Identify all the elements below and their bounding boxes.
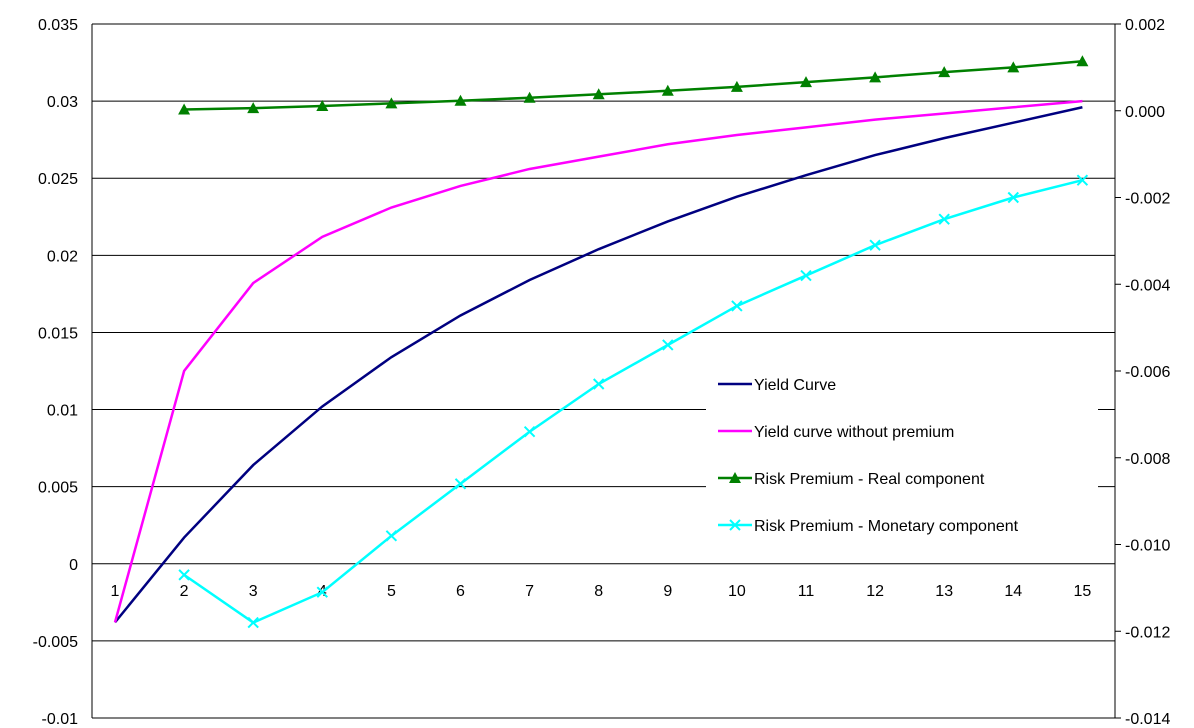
- x-tick-label: 2: [180, 583, 189, 600]
- data-point: [731, 300, 743, 312]
- grid: [92, 23, 1115, 719]
- series-1: [113, 99, 1083, 623]
- x-tick-label: 13: [935, 583, 953, 600]
- data-point: [938, 66, 951, 78]
- y-left-tick-label: 0.02: [47, 248, 78, 265]
- y-left-tick-label: 0: [69, 557, 78, 574]
- data-point: [385, 97, 398, 109]
- x-tick-label: 9: [663, 583, 672, 600]
- series-group: [113, 55, 1089, 629]
- series-line: [183, 178, 1083, 625]
- data-point: [800, 76, 812, 88]
- data-point: [938, 213, 950, 225]
- x-tick-label: 11: [798, 583, 815, 600]
- legend: Yield Curve Yield curve without premium Ri…: [706, 362, 1098, 557]
- y-left-tick-label: 0.03: [47, 94, 78, 111]
- y-left-tick-label: 0.005: [38, 480, 78, 497]
- x-tick-label: 6: [456, 583, 465, 600]
- data-point: [1007, 191, 1020, 204]
- legend-label: Risk Premium - Monetary component: [754, 518, 1019, 535]
- legend-label: Yield Curve: [754, 377, 836, 394]
- data-point: [730, 80, 743, 92]
- y-right-tick-label: 0.000: [1125, 104, 1165, 121]
- y-right-tick-label: -0.014: [1125, 711, 1170, 728]
- y-left-tick-label: 0.025: [38, 171, 78, 188]
- series-2: [178, 55, 1089, 115]
- y-right-tick-label: -0.002: [1125, 191, 1170, 208]
- y-left-tick-label: -0.01: [42, 711, 79, 728]
- data-point: [523, 426, 536, 438]
- y-left-tick-label: 0.01: [47, 403, 78, 420]
- series-line: [114, 106, 1083, 624]
- data-point: [869, 71, 882, 83]
- data-point: [454, 478, 467, 490]
- data-point: [592, 88, 605, 100]
- data-point: [247, 102, 260, 114]
- x-tick-label: 8: [594, 583, 603, 600]
- y-left-tick-label: 0.015: [38, 325, 78, 342]
- data-point: [869, 239, 881, 251]
- tick-labels: 0.035 0.03 0.025 0.02 0.015 0.01 0.005 0 -0.005 -…: [33, 17, 1171, 728]
- legend-marker: [729, 519, 741, 531]
- y-right-tick-label: -0.006: [1125, 364, 1170, 381]
- data-point: [385, 530, 398, 542]
- y-right-tick-label: -0.012: [1125, 624, 1170, 641]
- legend-label: Risk Premium - Real component: [754, 471, 985, 488]
- data-point: [454, 94, 467, 106]
- legend-label: Yield curve without premium: [754, 424, 954, 441]
- data-point: [1076, 174, 1089, 186]
- series-line: [184, 60, 1083, 111]
- data-point: [523, 91, 536, 103]
- x-tick-label: 7: [525, 583, 534, 600]
- x-tick-label: 15: [1074, 583, 1092, 600]
- legend-background: [706, 362, 1098, 557]
- data-point: [178, 569, 190, 581]
- x-tick-label: 1: [111, 583, 120, 600]
- data-point: [592, 378, 605, 390]
- series-3: [178, 174, 1089, 629]
- y-left-tick-label: -0.005: [33, 634, 78, 651]
- data-point: [661, 84, 674, 96]
- x-tick-label: 14: [1004, 583, 1022, 600]
- data-point: [316, 586, 329, 598]
- data-point: [247, 616, 259, 629]
- data-point: [316, 99, 329, 111]
- series-0: [114, 106, 1083, 624]
- legend-marker: [729, 472, 741, 483]
- y-right-tick-label: -0.004: [1125, 277, 1170, 294]
- x-tick-label: 3: [249, 583, 258, 600]
- series-line: [113, 99, 1083, 623]
- data-point: [178, 103, 191, 115]
- x-tick-label: 10: [728, 583, 746, 600]
- data-point: [800, 269, 812, 282]
- data-point: [662, 339, 674, 351]
- y-right-tick-label: -0.010: [1125, 538, 1170, 555]
- y-right-tick-label: 0.002: [1125, 17, 1165, 34]
- axes: [91, 23, 1121, 719]
- x-tick-label: 5: [387, 583, 396, 600]
- data-point: [1007, 61, 1020, 73]
- y-left-tick-label: 0.035: [38, 17, 78, 34]
- x-tick-label: 12: [866, 583, 884, 600]
- data-point: [1076, 55, 1089, 67]
- y-right-tick-label: -0.008: [1125, 451, 1170, 468]
